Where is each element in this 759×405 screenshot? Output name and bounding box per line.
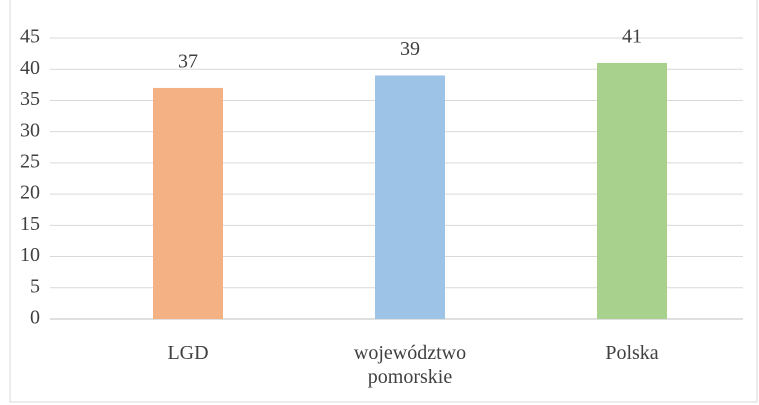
value-label: 37 (178, 51, 198, 73)
y-tick-label: 0 (30, 307, 40, 329)
value-label: 39 (400, 38, 420, 60)
bar (153, 87, 223, 319)
y-tick-label: 25 (20, 150, 40, 172)
y-tick-label: 15 (20, 213, 40, 235)
x-tick-label: LGD (167, 342, 209, 364)
y-tick-label: 10 (20, 244, 40, 266)
y-tick-label: 45 (20, 26, 40, 48)
y-tick-label: 30 (20, 119, 40, 141)
y-tick-label: 35 (20, 88, 40, 110)
bar (597, 62, 667, 319)
bar (375, 75, 445, 319)
y-tick-label: 20 (20, 182, 40, 204)
x-tick-label: Polska (605, 342, 659, 364)
y-tick-label: 5 (30, 275, 40, 297)
y-tick-label: 40 (20, 57, 40, 79)
value-label: 41 (622, 26, 642, 48)
chart-border (9, 0, 758, 403)
x-tick-label: województwo pomorskie (353, 342, 467, 388)
